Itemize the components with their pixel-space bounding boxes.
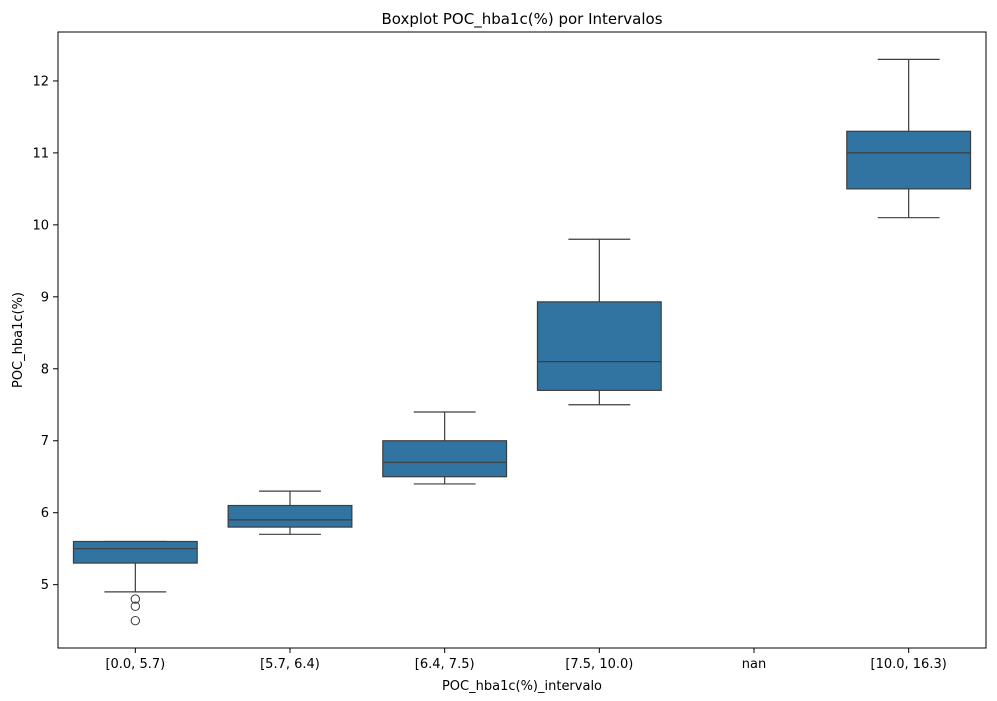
plot-area (72, 58, 972, 626)
iqr-box (846, 130, 972, 190)
x-tick-label: [5.7, 6.4) (260, 657, 320, 672)
outlier-point (130, 615, 141, 626)
y-axis-label: POC_hba1c(%) (11, 292, 26, 388)
box-group (536, 238, 662, 406)
chart-title: Boxplot POC_hba1c(%) por Intervalos (381, 10, 662, 29)
y-tick-label: 9 (41, 290, 49, 305)
outlier-point (130, 601, 141, 611)
iqr-box (382, 440, 508, 478)
x-axis-label: POC_hba1c(%)_intervalo (442, 679, 602, 694)
x-axis: [0.0, 5.7) [5.7, 6.4) [6.4, 7.5) [7.5, 10.0… (105, 648, 947, 672)
iqr-box (72, 540, 198, 564)
box-group (382, 411, 508, 485)
y-tick-label: 12 (32, 74, 49, 89)
x-tick-label: [7.5, 10.0) (565, 657, 633, 672)
plot-frame (57, 31, 987, 649)
y-tick-label: 5 (41, 578, 49, 593)
iqr-box (227, 504, 353, 528)
x-tick-label: nan (742, 657, 766, 672)
iqr-box (536, 301, 662, 391)
y-tick-label: 8 (41, 362, 49, 377)
y-tick-label: 11 (32, 146, 49, 161)
y-tick-label: 7 (41, 434, 49, 449)
box-group (72, 540, 198, 626)
x-tick-label: [0.0, 5.7) (105, 657, 165, 672)
y-axis: 5 6 7 8 9 10 11 12 (32, 74, 58, 593)
y-tick-label: 6 (41, 506, 49, 521)
box-group (227, 490, 353, 535)
y-tick-label: 10 (32, 218, 49, 233)
x-tick-label: [10.0, 16.3) (871, 657, 947, 672)
outlier-point (130, 594, 141, 604)
box-group (846, 58, 972, 219)
x-tick-label: [6.4, 7.5) (415, 657, 475, 672)
